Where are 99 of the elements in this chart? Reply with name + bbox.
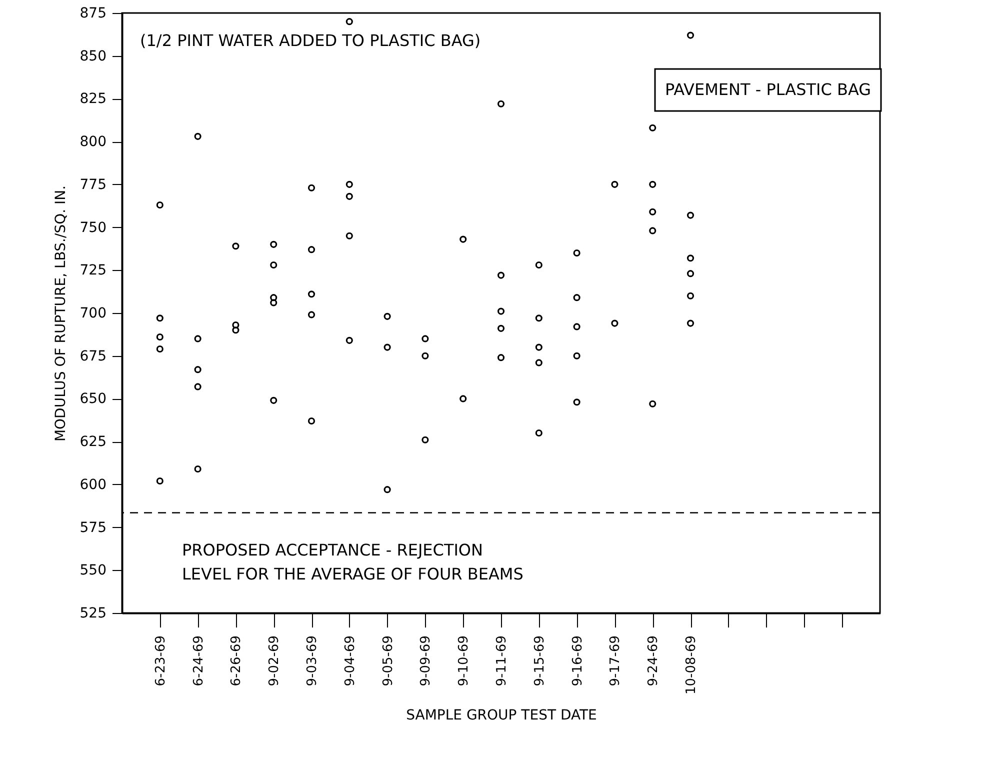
point [535,261,542,269]
point [156,345,164,353]
ref-line-label: PROPOSED ACCEPTANCE - REJECTION LEVEL FOR THE AVERAGE OF FOUR BEAMS [182,540,524,584]
point [649,400,656,408]
point [422,352,429,360]
point [535,359,542,366]
point [611,180,618,188]
point [156,201,164,209]
point [686,254,694,262]
point [194,465,202,473]
x-tick-label: 10-08-69 [684,636,699,695]
point [497,324,505,332]
annotation: (1/2 PINT WATER ADDED TO PLASTIC BAG) [140,31,481,50]
point [573,323,580,330]
x-tick-label: 9-09-69 [418,636,434,686]
point [308,184,316,192]
y-tick-label: 550 [80,562,106,579]
y-tick-label: 575 [80,520,106,536]
point [346,336,353,344]
point [686,212,694,219]
point [649,227,656,234]
x-tick-label: 9-03-69 [305,636,320,686]
x-tick-label: 9-10-69 [456,636,472,686]
point [686,320,694,327]
point [611,320,618,327]
point [270,396,278,404]
x-axis-title: SAMPLE GROUP TEST DATE [406,708,597,724]
point [308,311,316,318]
x-tick-label: 6-24-69 [191,636,206,686]
point [232,242,240,250]
y-tick-label: 875 [80,6,106,22]
point [194,132,202,140]
x-tick-label: 9-24-69 [646,636,662,686]
point [270,240,278,248]
point [308,246,316,254]
point [194,383,202,390]
y-tick-label: 525 [80,606,106,622]
y-tick-label: 775 [80,176,106,193]
point [346,180,353,188]
point [308,417,316,425]
y-tick-label: 700 [80,306,106,322]
point [497,354,505,362]
y-tick-label: 750 [80,220,106,236]
y-tick-label: 800 [80,134,106,150]
x-tick-label: 9-16-69 [570,636,586,686]
point [156,314,164,322]
x-tick-label: 9-02-69 [267,636,282,686]
y-axis-title: MODULUS OF RUPTURE, LBS./SQ. IN. [52,185,69,442]
x-tick-label: 9-05-69 [380,636,396,686]
y-tick-label: 675 [80,348,106,364]
x-tick-label: 9-04-69 [342,636,358,686]
point [194,335,202,342]
x-tick-label: 6-23-69 [153,636,168,686]
text: PAVEMENT - PLASTIC BAG [664,80,872,99]
point [422,335,429,342]
point [497,272,505,279]
point [232,321,240,329]
point [270,294,278,302]
point [686,270,694,278]
y-tick-label: 825 [80,91,106,108]
point [497,100,505,108]
point [649,124,656,132]
point [346,232,353,240]
point [232,326,240,334]
y-tick-label: 725 [80,262,106,279]
point [573,398,580,406]
y-tick-label: 625 [80,434,106,450]
point [156,333,164,341]
point [686,292,694,300]
point [535,344,542,351]
point [460,236,467,243]
point [535,429,542,437]
point [422,436,429,444]
point [649,180,656,188]
x-tick-label: 9-15-69 [532,636,548,686]
point [270,299,278,306]
point [535,314,542,322]
point [384,344,391,351]
point [497,308,505,315]
point [346,18,353,26]
point [573,352,580,360]
point [156,477,164,485]
point [384,486,391,494]
point [573,294,580,302]
x-tick-label: 6-26-69 [229,636,244,686]
point [573,249,580,257]
point [308,290,316,298]
y-tick-label: 650 [80,391,106,408]
point [460,395,467,402]
point [346,192,353,200]
x-tick-label: 9-17-69 [608,636,624,686]
point [649,208,656,216]
point [270,261,278,269]
point [384,312,391,320]
x-tick-label: 9-11-69 [494,636,510,686]
point [686,32,694,39]
y-tick-label: 850 [80,48,106,64]
point [194,366,202,374]
y-tick-label: 600 [80,476,106,493]
